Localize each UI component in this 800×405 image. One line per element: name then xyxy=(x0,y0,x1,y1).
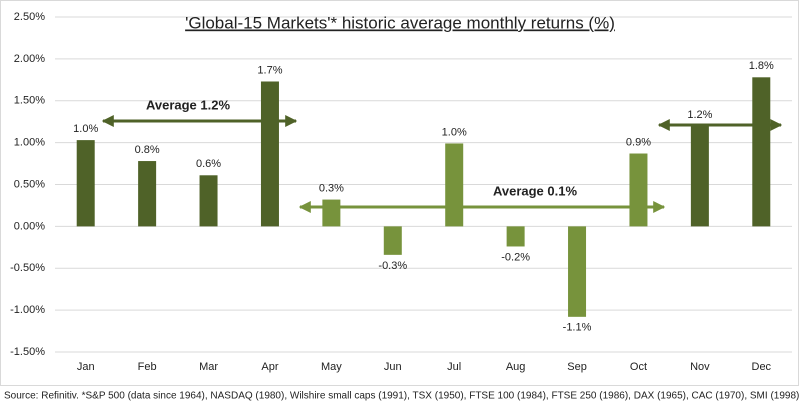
data-label: 1.0% xyxy=(73,123,98,135)
data-label: 1.0% xyxy=(442,126,467,138)
data-label: 1.7% xyxy=(257,64,282,76)
source-note: Source: Refinitiv. *S&P 500 (data since … xyxy=(4,391,800,402)
bar xyxy=(568,226,587,317)
x-tick-label: Jun xyxy=(384,361,402,373)
x-tick-label: Aug xyxy=(506,361,526,373)
x-tick-label: Nov xyxy=(690,361,710,373)
data-label: 0.9% xyxy=(626,136,651,148)
x-tick-label: Oct xyxy=(630,361,647,373)
data-label: 0.8% xyxy=(135,144,160,156)
data-label: 0.3% xyxy=(319,182,344,194)
chart-border xyxy=(0,0,799,386)
y-tick-label: 0.50% xyxy=(14,178,45,190)
y-tick-label: -0.50% xyxy=(10,262,45,274)
y-tick-label: -1.50% xyxy=(10,346,45,358)
y-tick-label: 0.00% xyxy=(14,220,45,232)
bar xyxy=(445,143,464,227)
x-tick-label: Sep xyxy=(567,361,587,373)
data-label: 0.6% xyxy=(196,158,221,170)
x-tick-label: Mar xyxy=(199,361,218,373)
bar xyxy=(752,77,771,227)
bar xyxy=(260,81,279,227)
data-label: -0.2% xyxy=(501,251,530,263)
bar xyxy=(199,175,218,227)
data-label: 1.8% xyxy=(749,60,774,72)
data-label: -0.3% xyxy=(378,260,407,272)
bar xyxy=(76,140,95,227)
chart-title: 'Global-15 Markets'* historic average mo… xyxy=(185,13,615,32)
x-tick-label: May xyxy=(321,361,342,373)
y-tick-label: -1.00% xyxy=(10,304,45,316)
x-tick-label: Dec xyxy=(752,361,772,373)
annotation: Average 1.2% xyxy=(146,97,231,112)
bar xyxy=(322,199,341,227)
y-tick-label: 2.00% xyxy=(14,53,45,65)
x-tick-label: Apr xyxy=(261,361,278,373)
annotation: Average 0.1% xyxy=(493,183,578,198)
data-label: -1.1% xyxy=(563,322,592,334)
y-tick-label: 1.50% xyxy=(14,95,45,107)
x-tick-label: Feb xyxy=(138,361,157,373)
x-tick-label: Jul xyxy=(447,361,461,373)
bar xyxy=(629,153,648,227)
y-tick-label: 2.50% xyxy=(14,11,45,23)
bar xyxy=(506,226,525,247)
bar xyxy=(138,161,157,227)
bar xyxy=(383,226,402,255)
data-label: 1.2% xyxy=(687,109,712,121)
x-tick-label: Jan xyxy=(77,361,95,373)
y-tick-label: 1.00% xyxy=(14,137,45,149)
bar xyxy=(690,125,709,227)
